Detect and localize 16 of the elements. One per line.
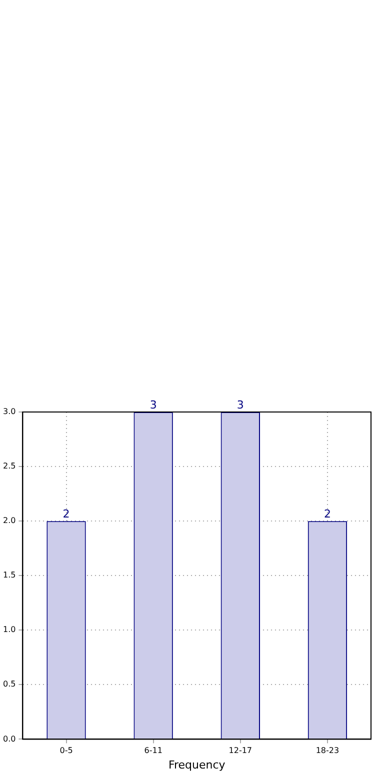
y-tick-label: 1.0: [2, 625, 16, 634]
data-label: 3: [236, 398, 244, 412]
y-tick-label: 0.5: [2, 680, 16, 689]
y-tick-label: 3.0: [2, 407, 16, 416]
x-tick-label: 18-23: [316, 746, 340, 756]
y-tick-label: 2.0: [2, 516, 16, 526]
y-tick-label: 0.0: [2, 734, 16, 744]
data-label: 2: [62, 507, 70, 520]
x-tick-label: 0-5: [60, 746, 73, 756]
y-tick-label: 1.5: [2, 570, 16, 580]
data-label: 3: [150, 398, 157, 412]
y-tick-label: 2.5: [2, 462, 16, 471]
x-tick-label: 6-11: [144, 746, 162, 756]
data-label: 2: [324, 507, 331, 520]
x-axis-title: Frequency: [168, 758, 226, 772]
x-tick-label: 12-17: [228, 746, 252, 756]
